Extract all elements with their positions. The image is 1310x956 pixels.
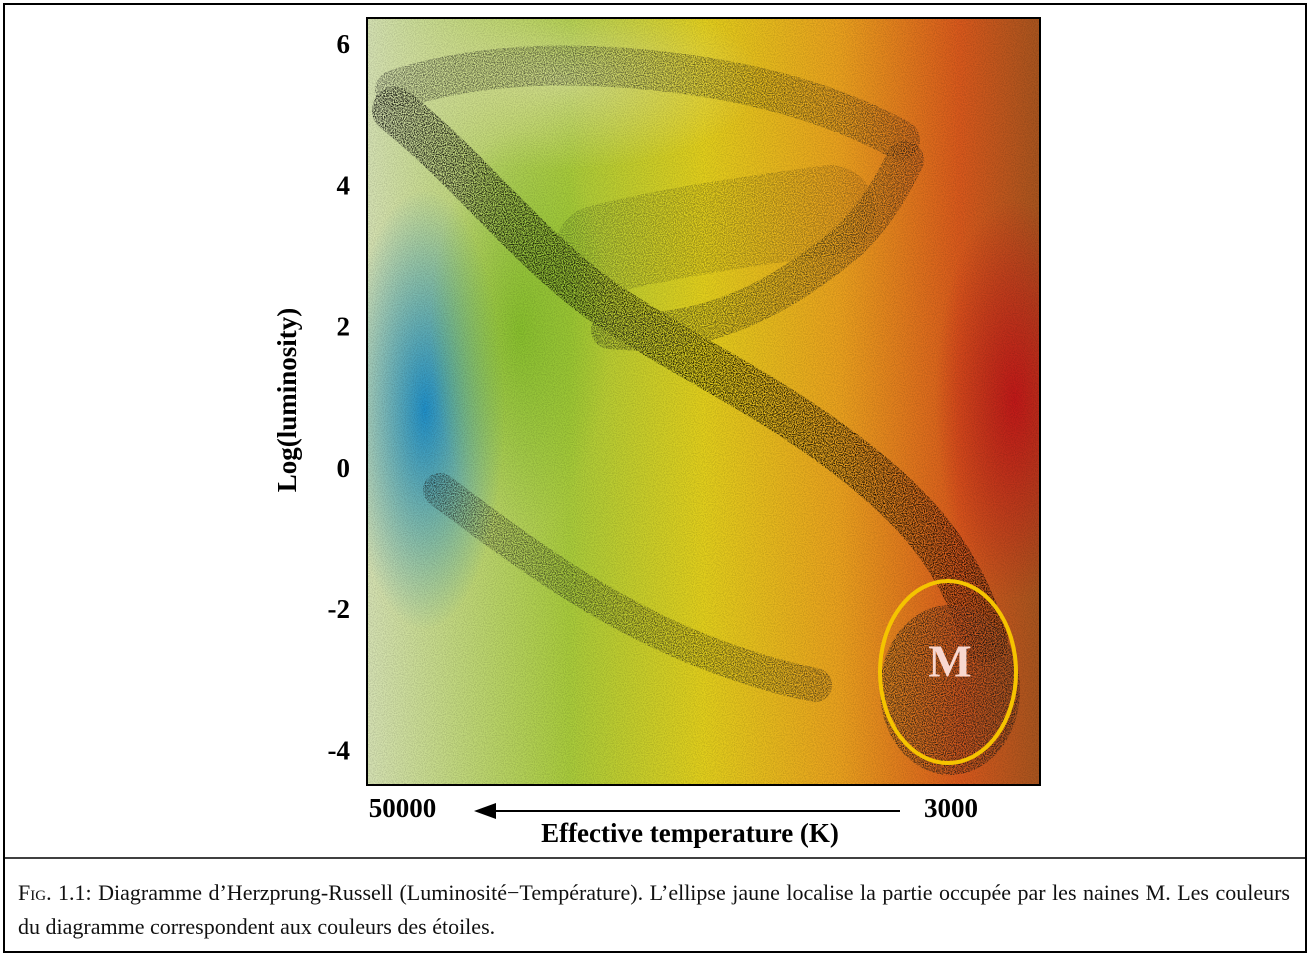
highlight-ellipse xyxy=(878,579,1018,765)
plot-background xyxy=(367,18,1040,785)
y-tick-label: 2 xyxy=(337,312,351,342)
plot-border xyxy=(366,17,1041,786)
y-tick-label: -2 xyxy=(328,594,351,624)
star-density xyxy=(367,18,1040,785)
y-tick-label: 4 xyxy=(337,170,351,200)
y-tick-label: 0 xyxy=(337,453,351,483)
y-tick-label: 6 xyxy=(337,29,351,59)
caption-text: Diagramme d’Herzprung-Russell (Luminosit… xyxy=(18,880,1290,939)
x-tick-label: 50000 xyxy=(369,793,437,823)
y-axis-label: Log(luminosity) xyxy=(272,308,302,493)
caption: Fig. 1.1: Diagramme d’Herzprung-Russell … xyxy=(18,876,1290,944)
x-axis-label: Effective temperature (K) xyxy=(541,818,839,848)
y-tick-label: -4 xyxy=(328,735,351,765)
arrow-head xyxy=(474,803,496,819)
frame xyxy=(3,3,1307,953)
x-tick-label: 3000 xyxy=(924,793,978,823)
caption-label: Fig. 1.1: xyxy=(18,880,92,905)
annotation: M xyxy=(928,636,971,687)
